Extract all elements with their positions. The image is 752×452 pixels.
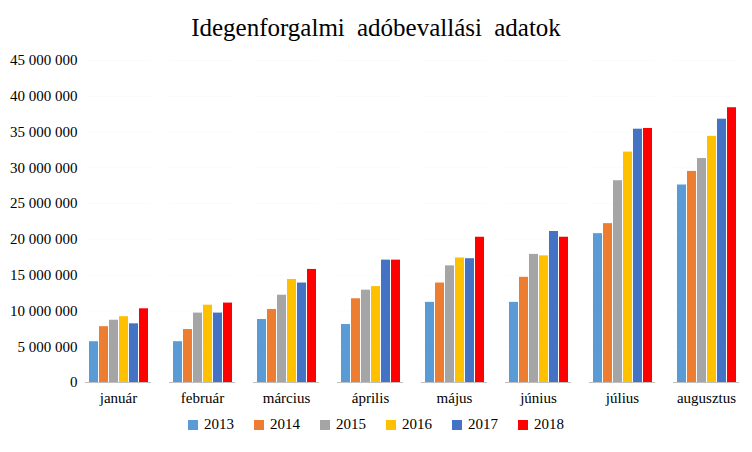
- svg-text:március: március: [263, 390, 311, 406]
- svg-text:február: február: [181, 390, 224, 406]
- svg-text:30 000 000: 30 000 000: [10, 160, 78, 176]
- svg-text:10 000 000: 10 000 000: [10, 303, 78, 319]
- svg-text:35 000 000: 35 000 000: [10, 124, 78, 140]
- svg-text:január: január: [99, 390, 137, 406]
- html-text:2016: 2016: [402, 416, 432, 432]
- svg-text:20 000 000: 20 000 000: [10, 231, 78, 247]
- svg-text:április: április: [352, 390, 390, 406]
- svg-text:15 000 000: 15 000 000: [10, 267, 78, 283]
- svg-text:25 000 000: 25 000 000: [10, 195, 78, 211]
- html-text:2014: 2014: [270, 416, 300, 432]
- html-text:2017: 2017: [468, 416, 498, 432]
- svg-text:augusztus: augusztus: [677, 390, 736, 406]
- html-text:Idegenforgalmi adóbevallási ad: Idegenforgalmi adóbevallási adatok: [191, 14, 561, 41]
- svg-text:5 000 000: 5 000 000: [18, 339, 78, 355]
- svg-text:május: május: [437, 390, 473, 406]
- html-text:2013: 2013: [204, 416, 234, 432]
- svg-text:június: június: [519, 390, 557, 406]
- html-text:2018: 2018: [534, 416, 564, 432]
- svg-text:45 000 000: 45 000 000: [10, 52, 78, 68]
- svg-text:40 000 000: 40 000 000: [10, 88, 78, 104]
- html-text:2015: 2015: [336, 416, 366, 432]
- svg-text:0: 0: [70, 374, 78, 390]
- svg-text:július: július: [605, 390, 640, 406]
